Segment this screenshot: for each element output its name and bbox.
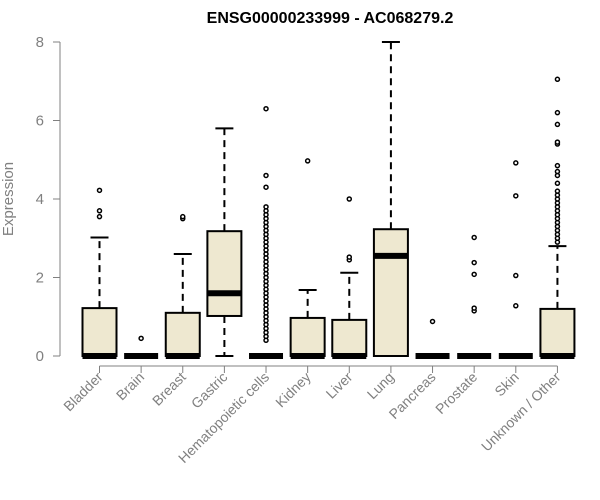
outlier-point bbox=[471, 271, 477, 278]
x-tick-label: Skin bbox=[491, 369, 522, 400]
x-tick-label: Liver bbox=[323, 369, 356, 402]
outlier-point bbox=[263, 105, 269, 112]
y-tick-label: 8 bbox=[36, 34, 44, 51]
x-tick-label: Brain bbox=[113, 369, 147, 403]
outlier-point bbox=[96, 213, 103, 220]
box-bladder bbox=[81, 187, 118, 359]
y-axis-label: Expression bbox=[0, 162, 17, 236]
outlier-point bbox=[554, 168, 561, 175]
x-tick-label: Lung bbox=[364, 369, 397, 402]
x-tick-label: Unknown / Other bbox=[478, 369, 564, 455]
x-tick-label: Prostate bbox=[432, 369, 480, 417]
outlier-point bbox=[346, 254, 353, 260]
iqr-box bbox=[331, 318, 368, 358]
box-skin bbox=[498, 160, 533, 359]
outlier-point bbox=[554, 121, 561, 128]
outlier-point bbox=[554, 139, 561, 145]
iqr-box bbox=[372, 228, 409, 357]
outlier-point bbox=[263, 184, 269, 190]
outlier-point bbox=[429, 318, 436, 325]
outlier-point bbox=[180, 213, 186, 220]
y-tick-label: 6 bbox=[36, 113, 44, 130]
box-liver bbox=[331, 196, 368, 359]
box-brain bbox=[124, 335, 159, 359]
box-pancreas bbox=[415, 318, 450, 359]
outlier-point bbox=[554, 180, 561, 187]
iqr-box bbox=[164, 311, 201, 358]
outlier-point bbox=[554, 109, 561, 116]
y-tick-label: 0 bbox=[36, 348, 44, 365]
y-tick-label: 2 bbox=[36, 270, 44, 287]
outlier-point bbox=[513, 303, 519, 309]
x-tick-label: Kidney bbox=[272, 369, 314, 411]
outlier-point bbox=[96, 208, 103, 214]
box-series bbox=[81, 41, 576, 359]
iqr-box bbox=[206, 230, 243, 317]
outlier-point bbox=[471, 305, 477, 311]
outlier-point bbox=[471, 259, 477, 266]
outlier-point bbox=[513, 272, 519, 279]
outlier-point bbox=[513, 193, 519, 199]
outlier-point bbox=[513, 160, 519, 166]
box-lung bbox=[372, 41, 409, 357]
box-unknown-other bbox=[539, 76, 576, 359]
box-hematopoietic-cells bbox=[249, 105, 284, 359]
iqr-box bbox=[539, 307, 576, 357]
y-axis-ticks: 0 2 4 6 8 bbox=[36, 34, 60, 365]
y-tick-label: 4 bbox=[36, 191, 44, 208]
x-tick-label: Breast bbox=[149, 369, 189, 409]
outlier-point bbox=[471, 234, 477, 241]
box-prostate bbox=[457, 234, 492, 359]
outlier-point bbox=[96, 187, 103, 194]
outlier-point bbox=[263, 204, 269, 210]
box-breast bbox=[164, 213, 201, 359]
x-tick-label: Bladder bbox=[60, 369, 106, 415]
chart-title: ENSG00000233999 - AC068279.2 bbox=[207, 10, 454, 27]
box-kidney bbox=[289, 158, 326, 359]
outlier-point bbox=[138, 335, 144, 342]
box-gastric bbox=[206, 127, 243, 357]
outlier-point bbox=[554, 162, 561, 169]
outlier-point bbox=[554, 188, 561, 194]
outlier-point bbox=[554, 76, 561, 83]
iqr-box bbox=[289, 316, 326, 357]
outlier-point bbox=[304, 158, 311, 164]
outlier-point bbox=[263, 172, 269, 179]
iqr-box bbox=[81, 307, 118, 357]
outlier-point bbox=[346, 196, 353, 202]
